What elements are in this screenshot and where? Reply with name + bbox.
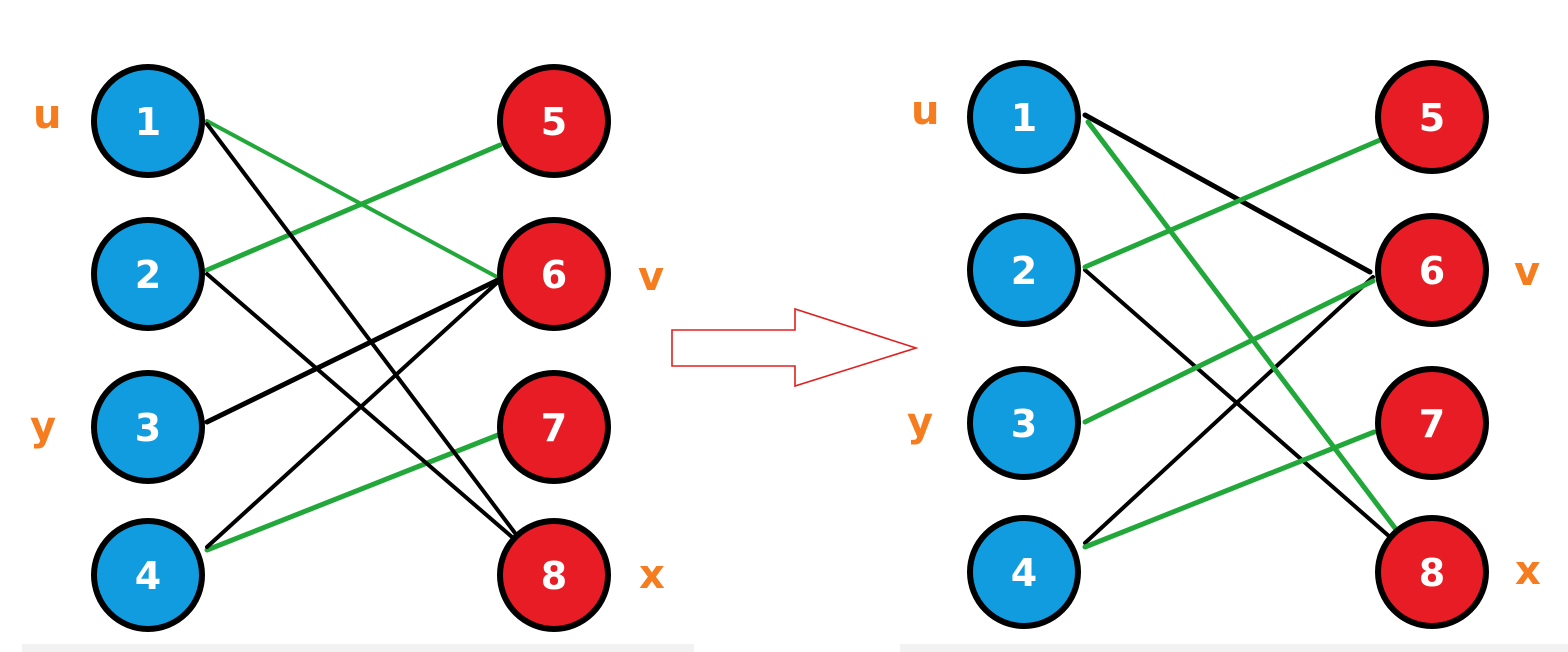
- node-label-5: 5: [541, 100, 567, 144]
- side-label-y: y: [907, 400, 933, 446]
- node-label-7: 7: [541, 406, 567, 450]
- node-label-5: 5: [1419, 96, 1445, 140]
- side-label-u: u: [33, 92, 61, 138]
- side-label-x: x: [639, 552, 665, 598]
- edge-4-6: [205, 278, 502, 549]
- panel-after: 1 2 3 4 5 6 7 8 u y v x: [907, 60, 1541, 629]
- edge-1-6: [1082, 112, 1373, 275]
- node-label-2: 2: [1011, 249, 1037, 293]
- node-label-4: 4: [135, 554, 161, 598]
- matched-edge-2-5: [1082, 137, 1383, 270]
- node-2: [91, 217, 205, 331]
- node-label-7: 7: [1419, 402, 1445, 446]
- node-label-3: 3: [135, 406, 161, 450]
- node-label-8: 8: [1419, 551, 1445, 595]
- node-5: [1375, 60, 1489, 174]
- node-1: [967, 60, 1081, 174]
- node-6: [1375, 213, 1489, 327]
- node-label-6: 6: [541, 253, 567, 297]
- matched-edge-1-6: [205, 119, 499, 279]
- edge-4-6: [1083, 275, 1375, 545]
- matched-edge-4-7: [204, 432, 501, 553]
- panel-before: 1 2 3 4 5 6 7 8 u y v x: [30, 64, 665, 632]
- node-label-6: 6: [1419, 249, 1445, 293]
- node-label-1: 1: [135, 100, 161, 144]
- node-6: [497, 217, 611, 331]
- side-label-v: v: [638, 254, 664, 300]
- node-1: [91, 64, 205, 178]
- node-7: [1375, 366, 1489, 480]
- node-7: [497, 370, 611, 484]
- node-4: [967, 515, 1081, 629]
- node-3: [967, 366, 1081, 480]
- side-label-u: u: [911, 88, 939, 134]
- right-arrow-icon: [671, 307, 919, 388]
- node-label-4: 4: [1011, 551, 1037, 595]
- bottom-strip-right: [900, 644, 1568, 652]
- side-label-x: x: [1515, 548, 1541, 594]
- node-8: [497, 518, 611, 632]
- matched-edge-2-5: [204, 142, 503, 273]
- matched-edge-1-8: [1085, 119, 1401, 535]
- edge-3-6: [204, 276, 503, 425]
- node-8: [1375, 515, 1489, 629]
- node-4: [91, 518, 205, 632]
- edge-1-8: [205, 122, 520, 539]
- node-label-3: 3: [1011, 402, 1037, 446]
- side-label-y: y: [30, 404, 56, 450]
- node-2: [967, 213, 1081, 327]
- node-label-8: 8: [541, 554, 567, 598]
- matched-edge-3-6: [1082, 278, 1376, 425]
- bottom-strip-left: [22, 644, 694, 652]
- node-5: [497, 64, 611, 178]
- matched-edge-4-7: [1082, 429, 1377, 550]
- node-label-2: 2: [135, 253, 161, 297]
- side-label-v: v: [1514, 249, 1540, 295]
- node-3: [91, 370, 205, 484]
- node-label-1: 1: [1011, 96, 1037, 140]
